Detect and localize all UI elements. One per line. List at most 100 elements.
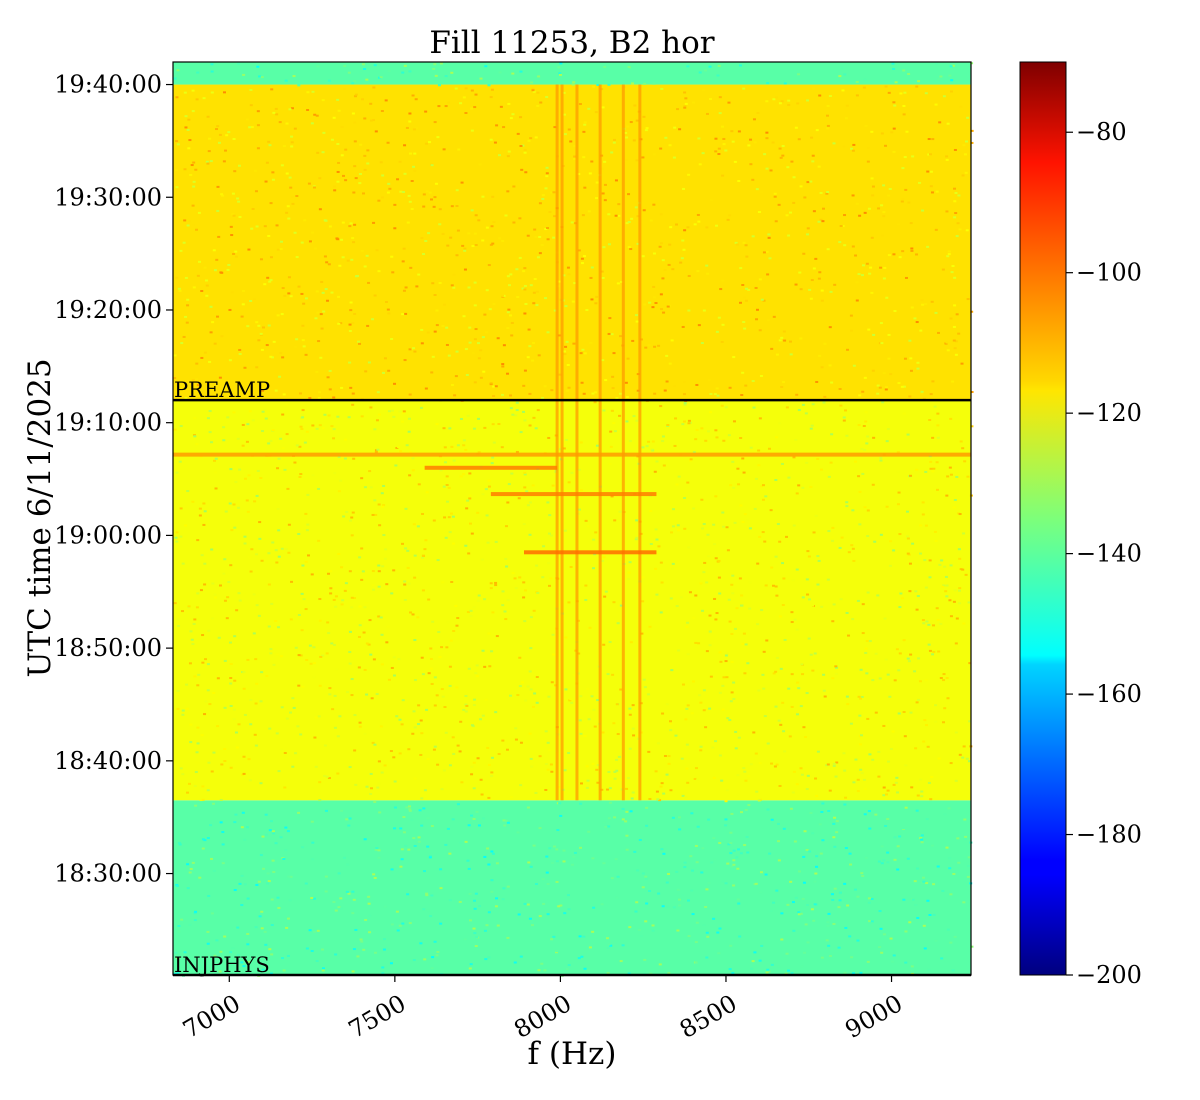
heatmap-cell — [898, 606, 902, 609]
heatmap-cell — [523, 486, 527, 489]
heatmap-cell — [945, 846, 949, 849]
heatmap-cell — [864, 411, 868, 414]
heatmap-cell — [193, 919, 197, 922]
heatmap-cell — [759, 374, 763, 377]
heatmap-cell — [845, 501, 849, 504]
heatmap-cell — [336, 415, 340, 418]
heatmap-cell — [566, 894, 570, 897]
heatmap-cell — [826, 114, 830, 117]
heatmap-cell — [484, 488, 488, 491]
heatmap-cell — [352, 898, 356, 901]
heatmap-cell — [187, 782, 191, 785]
heatmap-cell — [880, 845, 884, 848]
heatmap-cell — [754, 286, 758, 289]
heatmap-cell — [243, 392, 247, 395]
heatmap-cell — [403, 144, 407, 147]
heatmap-cell — [848, 935, 852, 938]
heatmap-cell — [197, 673, 201, 676]
heatmap-cell — [381, 505, 385, 508]
heatmap-cell — [747, 288, 751, 291]
heatmap-cell — [858, 714, 862, 717]
heatmap-cell — [906, 537, 910, 540]
heatmap-cell — [696, 213, 700, 216]
heatmap-cell — [240, 874, 244, 877]
heatmap-cell — [961, 174, 965, 177]
heatmap-cell — [709, 411, 713, 414]
heatmap-cell — [773, 192, 777, 195]
heatmap-cell — [624, 326, 628, 329]
heatmap-cell — [507, 150, 511, 153]
heatmap-cell — [352, 948, 356, 951]
heatmap-cell — [489, 243, 493, 246]
heatmap-cell — [323, 744, 327, 747]
heatmap-cell — [468, 967, 472, 970]
heatmap-cell — [195, 751, 199, 754]
heatmap-cell — [270, 898, 274, 901]
heatmap-cell — [775, 353, 779, 356]
heatmap-cell — [557, 334, 561, 337]
heatmap-cell — [299, 473, 303, 476]
heatmap-cell — [332, 116, 336, 119]
heatmap-cell — [413, 726, 417, 729]
heatmap-cell — [264, 833, 268, 836]
heatmap-cell — [481, 714, 485, 717]
heatmap-cell — [791, 901, 795, 904]
heatmap-cell — [181, 773, 185, 776]
heatmap-cell — [682, 393, 686, 396]
heatmap-cell — [249, 723, 253, 726]
heatmap-cell — [632, 139, 636, 142]
heatmap-cell — [958, 602, 962, 605]
heatmap-cell — [544, 763, 548, 766]
heatmap-cell — [377, 760, 381, 763]
heatmap-cell — [629, 121, 633, 124]
heatmap-cell — [183, 951, 187, 954]
heatmap-cell — [826, 924, 830, 927]
heatmap-cell — [822, 401, 826, 404]
heatmap-cell — [670, 531, 674, 534]
heatmap-cell — [786, 969, 790, 972]
heatmap-cell — [548, 211, 552, 214]
heatmap-cell — [440, 688, 444, 691]
heatmap-cell — [550, 503, 554, 506]
heatmap-cell — [742, 87, 746, 90]
heatmap-cell — [942, 584, 946, 587]
heatmap-cell — [619, 960, 623, 963]
heatmap-cell — [284, 548, 288, 551]
heatmap-cell — [604, 825, 608, 828]
heatmap-cell — [884, 658, 888, 661]
heatmap-cell — [207, 761, 211, 764]
heatmap-cell — [887, 91, 891, 94]
heatmap-cell — [275, 561, 279, 564]
heatmap-cell — [927, 968, 931, 971]
heatmap-cell — [256, 469, 260, 472]
heatmap-cell — [242, 965, 246, 968]
heatmap-cell — [532, 419, 536, 422]
heatmap-cell — [445, 326, 449, 329]
heatmap-cell — [312, 676, 316, 679]
heatmap-cell — [643, 303, 647, 306]
heatmap-cell — [789, 807, 793, 810]
heatmap-cell — [884, 85, 888, 88]
heatmap-cell — [223, 935, 227, 938]
heatmap-cell — [541, 194, 545, 197]
heatmap-cell — [929, 185, 933, 188]
heatmap-cell — [691, 913, 695, 916]
heatmap-cell — [609, 430, 613, 433]
heatmap-cell — [658, 963, 662, 966]
heatmap-cell — [837, 946, 841, 949]
heatmap-cell — [742, 767, 746, 770]
heatmap-cell — [614, 214, 618, 217]
heatmap-cell — [344, 148, 348, 151]
heatmap-cell — [350, 596, 354, 599]
heatmap-cell — [678, 128, 682, 131]
heatmap-cell — [774, 585, 778, 588]
heatmap-cell — [916, 367, 920, 370]
heatmap-cell — [456, 444, 460, 447]
heatmap-cell — [210, 770, 214, 773]
heatmap-cell — [297, 84, 301, 87]
heatmap-cell — [884, 824, 888, 827]
heatmap-cell — [783, 82, 787, 85]
heatmap-cell — [466, 499, 470, 502]
heatmap-cell — [241, 773, 245, 776]
heatmap-cell — [529, 284, 533, 287]
